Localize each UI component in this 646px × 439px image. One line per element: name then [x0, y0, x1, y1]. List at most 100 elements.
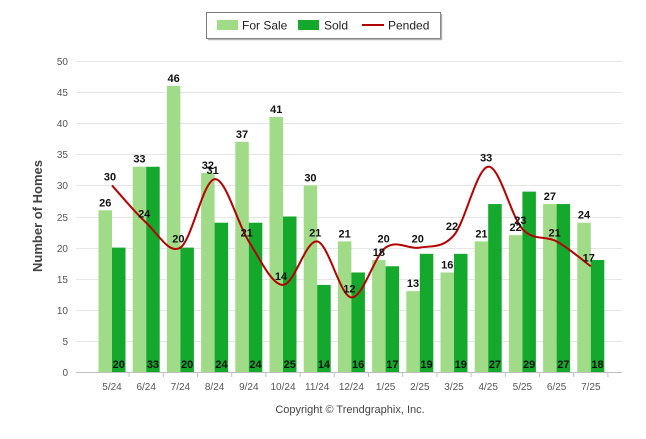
bar-for-sale — [132, 166, 147, 372]
data-label-pended: 33 — [480, 153, 492, 165]
bar-for-sale — [406, 291, 420, 372]
bar-sold — [180, 247, 194, 372]
data-label-pended: 23 — [514, 215, 526, 227]
data-label-for-sale: 26 — [99, 197, 111, 209]
legend-label-for-sale: For Sale — [242, 19, 288, 33]
data-label-sold: 20 — [113, 359, 125, 371]
bar-for-sale — [201, 172, 215, 372]
data-label-pended: 21 — [309, 227, 321, 239]
data-label-sold: 29 — [523, 359, 535, 371]
data-label-for-sale: 18 — [373, 247, 385, 259]
bar-sold — [454, 253, 468, 372]
data-label-layer: 26 20 30 33 33 24 46 20 20 32 24 31 37 24 21 41 25 14 30 14… — [99, 73, 604, 371]
legend: For Sale Sold Pended — [206, 12, 443, 41]
x-tick-label: 10/24 — [270, 382, 295, 393]
legend-swatch-for-sale — [217, 20, 238, 30]
y-tick-label: 15 — [57, 275, 69, 286]
data-label-sold: 17 — [386, 359, 398, 371]
y-tick-label: 0 — [62, 368, 68, 379]
data-label-for-sale: 21 — [339, 228, 351, 240]
bar-for-sale — [303, 185, 318, 372]
data-label-sold: 24 — [249, 359, 262, 371]
data-label-for-sale: 24 — [578, 210, 591, 222]
bar-sold — [590, 260, 605, 372]
data-label-sold: 27 — [557, 359, 569, 371]
data-label-pended: 21 — [548, 227, 560, 239]
y-tick-label: 20 — [57, 244, 69, 255]
y-tick-label: 50 — [57, 57, 69, 68]
data-label-for-sale: 21 — [475, 228, 487, 240]
x-tick-label: 6/24 — [136, 382, 156, 393]
x-tick-label: 5/25 — [513, 382, 533, 393]
bar-sold — [488, 204, 502, 372]
data-label-sold: 19 — [420, 359, 432, 371]
data-label-for-sale: 37 — [236, 129, 248, 141]
data-label-sold: 18 — [591, 359, 603, 371]
y-tick-label: 25 — [57, 213, 69, 224]
bar-for-sale — [543, 204, 557, 372]
x-tick-label: 4/25 — [478, 382, 498, 393]
y-tick-label: 5 — [62, 337, 68, 348]
bar-for-sale — [269, 116, 283, 372]
data-label-sold: 33 — [147, 359, 159, 371]
bar-for-sale — [440, 272, 454, 372]
bar-sold — [385, 266, 400, 372]
bar-for-sale — [474, 241, 489, 372]
bar-for-sale — [98, 210, 112, 372]
data-label-sold: 19 — [455, 359, 467, 371]
x-tick-label: 12/24 — [339, 382, 364, 393]
legend-label-pended: Pended — [388, 19, 429, 33]
data-label-pended: 24 — [138, 209, 151, 221]
bar-sold — [317, 284, 331, 372]
data-label-for-sale: 46 — [168, 73, 180, 85]
data-label-sold: 20 — [181, 359, 193, 371]
y-axis-ticks: 0 5 10 15 20 25 30 35 40 45 50 — [57, 57, 69, 379]
data-label-sold: 16 — [352, 359, 364, 371]
y-tick-label: 35 — [57, 150, 69, 161]
bar-sold — [146, 166, 160, 372]
data-label-for-sale: 13 — [407, 278, 419, 290]
bar-for-sale — [166, 85, 181, 372]
bar-sold — [112, 247, 126, 372]
bar-for-sale — [508, 235, 523, 372]
x-tick-label: 8/24 — [205, 382, 225, 393]
y-tick-label: 45 — [57, 88, 69, 99]
data-label-for-sale: 27 — [544, 191, 556, 203]
x-tick-label: 7/25 — [581, 382, 601, 393]
bar-sold — [556, 204, 571, 372]
data-label-sold: 14 — [318, 359, 331, 371]
data-label-pended: 21 — [241, 227, 253, 239]
data-label-pended: 31 — [206, 165, 218, 177]
data-label-for-sale: 33 — [133, 154, 145, 166]
x-axis-ticks: 5/24 6/24 7/24 8/24 9/24 10/24 11/24 12/24 1/25 2… — [102, 372, 609, 393]
data-label-sold: 24 — [215, 359, 228, 371]
data-label-for-sale: 32 — [202, 160, 214, 172]
legend-frame — [206, 12, 441, 39]
bar-for-sale — [577, 222, 591, 372]
data-label-sold: 25 — [284, 359, 296, 371]
data-label-for-sale: 30 — [304, 172, 316, 184]
y-tick-label: 40 — [57, 119, 69, 130]
data-label-for-sale: 16 — [441, 259, 453, 271]
x-tick-label: 1/25 — [376, 382, 396, 393]
copyright-footer: Copyright © Trendgraphix, Inc. — [275, 404, 424, 416]
x-tick-label: 7/24 — [171, 382, 191, 393]
legend-label-sold: Sold — [324, 19, 348, 33]
bar-for-sale — [372, 260, 386, 372]
data-label-pended: 30 — [104, 171, 116, 183]
x-tick-label: 5/24 — [102, 382, 122, 393]
x-tick-label: 2/25 — [410, 382, 430, 393]
bar-layer — [98, 85, 605, 372]
data-label-pended: 22 — [446, 221, 458, 233]
y-tick-label: 10 — [57, 306, 69, 317]
pended-line — [111, 165, 592, 299]
data-label-pended: 17 — [583, 252, 595, 264]
x-tick-label: 9/24 — [239, 382, 259, 393]
bar-sold — [214, 222, 229, 372]
data-label-for-sale: 41 — [270, 104, 282, 116]
data-label-pended: 14 — [275, 271, 288, 283]
data-label-pended: 20 — [377, 234, 389, 246]
bar-sold — [283, 216, 297, 372]
bar-for-sale — [235, 141, 249, 372]
